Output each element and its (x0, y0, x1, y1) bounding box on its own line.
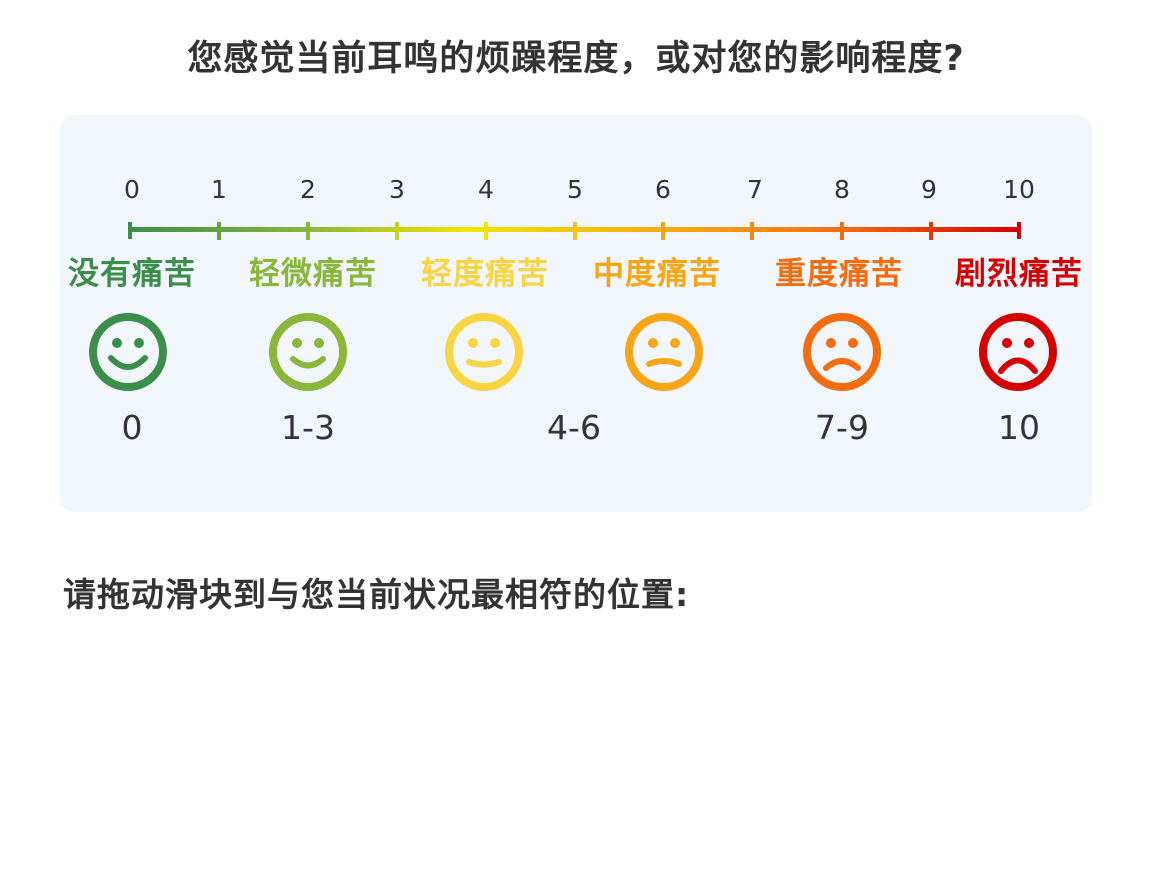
slight-smile-face-icon (445, 313, 523, 391)
tick-mark (1017, 222, 1021, 239)
category-severe-pain: 重度痛苦 (775, 256, 903, 292)
scale-panel (60, 115, 1092, 512)
tick-mark (484, 222, 488, 240)
tick-number-10: 10 (1003, 175, 1035, 204)
range-label-10: 10 (998, 408, 1040, 447)
range-label-1-3: 1-3 (281, 408, 335, 447)
category-extreme-pain: 剧烈痛苦 (955, 256, 1083, 292)
happy-face-icon (89, 313, 167, 391)
tick-mark (217, 222, 221, 240)
tick-marks (128, 222, 1021, 240)
tick-number-1: 1 (211, 175, 227, 204)
tick-number-2: 2 (300, 175, 316, 204)
very-sad-face-icon (979, 313, 1057, 391)
tick-mark (750, 222, 754, 240)
tick-mark (128, 222, 132, 239)
category-moderate-pain: 中度痛苦 (593, 256, 721, 292)
neutral-face-icon (625, 313, 703, 391)
tick-mark (306, 222, 310, 240)
tick-number-9: 9 (921, 175, 937, 204)
instruction-text: 请拖动滑块到与您当前状况最相符的位置: (63, 575, 690, 614)
category-mild-pain: 轻度痛苦 (421, 256, 549, 292)
tick-number-4: 4 (478, 175, 494, 204)
range-label-4-6: 4-6 (547, 408, 601, 447)
range-label-7-9: 7-9 (815, 408, 869, 447)
tick-number-5: 5 (567, 175, 583, 204)
tick-number-0: 0 (124, 175, 140, 204)
tick-mark (929, 222, 933, 240)
sad-face-icon (803, 313, 881, 391)
tick-mark (661, 222, 665, 240)
range-label-0: 0 (121, 408, 143, 447)
tick-mark (840, 222, 844, 240)
happy-face-icon (269, 313, 347, 391)
tick-number-8: 8 (834, 175, 850, 204)
tick-number-3: 3 (389, 175, 405, 204)
category-slight-pain: 轻微痛苦 (249, 256, 377, 292)
tick-number-6: 6 (655, 175, 671, 204)
question-title: 您感觉当前耳鸣的烦躁程度，或对您的影响程度? (187, 39, 965, 79)
tick-number-7: 7 (747, 175, 763, 204)
tick-mark (395, 222, 399, 240)
tick-mark (573, 222, 577, 240)
category-no-pain: 没有痛苦 (68, 256, 196, 292)
